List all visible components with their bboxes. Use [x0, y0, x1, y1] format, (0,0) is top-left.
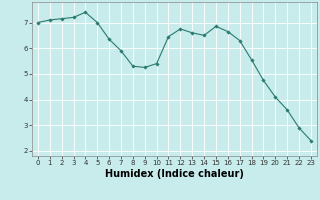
X-axis label: Humidex (Indice chaleur): Humidex (Indice chaleur): [105, 169, 244, 179]
